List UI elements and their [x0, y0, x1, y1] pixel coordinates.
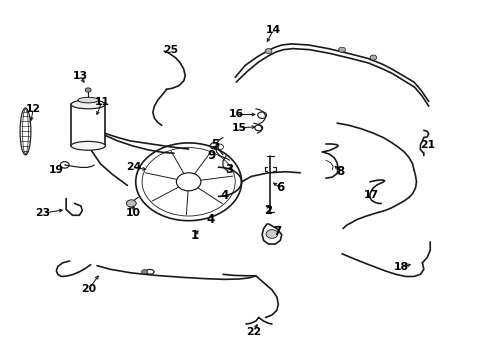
Text: 11: 11: [95, 96, 109, 107]
Circle shape: [265, 49, 272, 54]
Text: 3: 3: [225, 163, 233, 176]
Text: 25: 25: [163, 45, 178, 55]
Text: 15: 15: [232, 123, 246, 133]
Ellipse shape: [71, 100, 105, 109]
Circle shape: [339, 47, 345, 52]
Text: 4: 4: [207, 213, 215, 226]
Circle shape: [142, 270, 147, 274]
Text: 8: 8: [337, 165, 344, 177]
Text: 5: 5: [212, 138, 220, 151]
Text: 1: 1: [191, 229, 199, 242]
Text: 16: 16: [229, 109, 244, 120]
Ellipse shape: [78, 97, 98, 103]
Ellipse shape: [71, 141, 105, 150]
Text: 9: 9: [208, 149, 216, 162]
Text: 7: 7: [273, 225, 281, 238]
Text: 24: 24: [125, 162, 141, 172]
Circle shape: [126, 200, 136, 207]
Text: 21: 21: [420, 140, 435, 150]
Text: 17: 17: [364, 190, 379, 200]
Text: 12: 12: [26, 104, 41, 114]
Text: 19: 19: [49, 165, 64, 175]
Text: 23: 23: [35, 208, 51, 218]
Text: 6: 6: [276, 181, 284, 194]
Text: 10: 10: [126, 208, 141, 218]
Circle shape: [85, 88, 91, 92]
Text: 14: 14: [266, 24, 281, 35]
Text: 20: 20: [82, 284, 97, 294]
Text: 13: 13: [74, 71, 88, 81]
Text: 22: 22: [246, 327, 262, 337]
Text: 4: 4: [220, 189, 228, 202]
Text: 2: 2: [265, 204, 272, 217]
Text: 18: 18: [393, 262, 408, 272]
Circle shape: [370, 55, 377, 60]
Circle shape: [266, 230, 278, 238]
